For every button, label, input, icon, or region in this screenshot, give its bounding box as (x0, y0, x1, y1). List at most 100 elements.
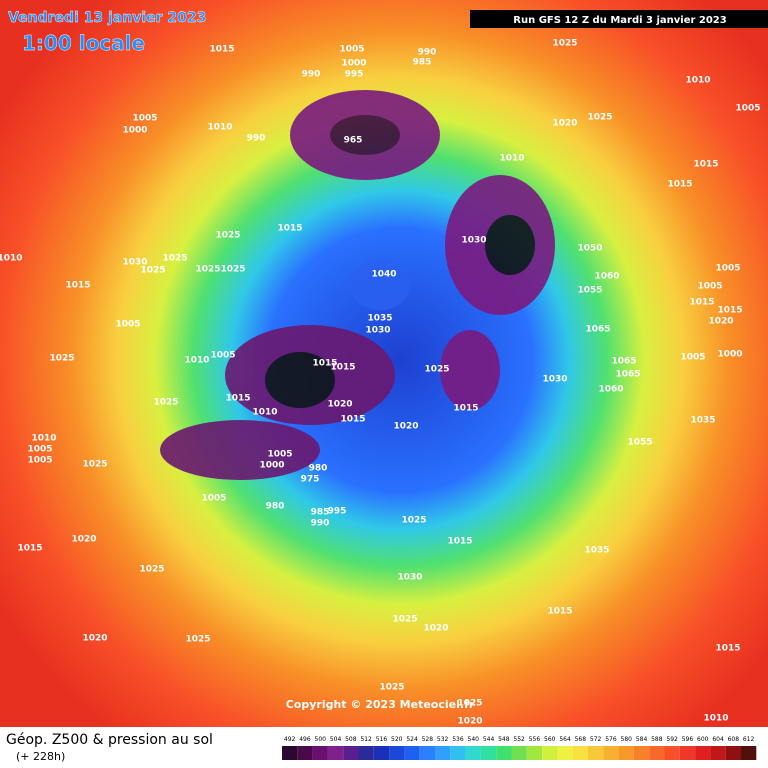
colorbar-tick-label: 608 (728, 736, 740, 743)
colorbar-swatch (419, 746, 435, 760)
isobar-label: 1020 (457, 717, 482, 727)
colorbar-tick-label: 560 (544, 736, 556, 743)
isobar-label: 1005 (115, 320, 140, 330)
colorbar-tick-label: 504 (330, 736, 342, 743)
colorbar-swatch (297, 746, 313, 760)
isobar-label: 1005 (210, 351, 235, 361)
isobar-label: 1025 (587, 113, 612, 123)
isobar-label: 1015 (717, 306, 742, 316)
colorbar-tick-label: 512 (360, 736, 372, 743)
colorbar-swatch (389, 746, 405, 760)
isobar-label: 1030 (461, 236, 486, 246)
isobar-label: 1010 (252, 408, 277, 418)
isobar-label: 1005 (267, 450, 292, 460)
colorbar-swatch (710, 746, 726, 760)
isobar-label: 1015 (715, 644, 740, 654)
colorbar-tick-label: 600 (697, 736, 709, 743)
isobar-label: 1025 (424, 365, 449, 375)
isobar-label: 1015 (340, 415, 365, 425)
colorbar-tick-label: 592 (666, 736, 678, 743)
colorbar-swatch (327, 746, 344, 760)
isobar-label: 1030 (397, 573, 422, 583)
isobar-label: 1025 (185, 635, 210, 645)
colorbar-tick-label: 492 (284, 736, 296, 743)
isobar-label: 985 (311, 508, 330, 518)
colorbar-swatch (465, 746, 481, 760)
isobar-label: 1025 (140, 266, 165, 276)
isobar-label: 1010 (685, 76, 710, 86)
isobar-label: 980 (309, 464, 328, 474)
isobar-label: 1065 (611, 357, 636, 367)
isobar-label: 1065 (585, 325, 610, 335)
isobar-label: 1055 (627, 438, 652, 448)
isobar-label: 1000 (259, 461, 284, 471)
isobar-label: 1005 (27, 445, 52, 455)
colorbar-swatch (526, 746, 543, 760)
isobar-label: 1025 (220, 265, 245, 275)
isobar-label: 1015 (277, 224, 302, 234)
isobar-label: 1010 (31, 434, 56, 444)
isobar-label: 1015 (312, 359, 337, 369)
colorbar-swatch (725, 746, 741, 760)
isobar-label: 975 (301, 475, 320, 485)
isobar-label: 1005 (680, 353, 705, 363)
isobar-label: 1025 (195, 265, 220, 275)
colorbar-tick-label: 576 (605, 736, 617, 743)
isobar-label: 1005 (715, 264, 740, 274)
isobar-label: 1015 (209, 45, 234, 55)
isobar-label: 1020 (327, 400, 352, 410)
isobar-label: 1060 (598, 385, 623, 395)
colorbar-swatch (633, 746, 650, 760)
run-box (470, 10, 768, 28)
colorbar-tick-label: 604 (712, 736, 724, 743)
forecast-step: (+ 228h) (16, 750, 65, 763)
isobar-label: 1015 (17, 544, 42, 554)
isobar-label: 1010 (184, 356, 209, 366)
isobar-label: 1000 (122, 126, 147, 136)
colorbar-tick-label: 612 (743, 736, 755, 743)
colorbar-tick-label: 532 (437, 736, 449, 743)
colorbar-swatch (679, 746, 696, 760)
isobar-label: 1015 (65, 281, 90, 291)
colorbar-swatch (343, 746, 359, 760)
colorbar-tick-label: 508 (345, 736, 357, 743)
isobar-label: 990 (302, 70, 321, 80)
isobar-label: 1020 (423, 624, 448, 634)
isobar-label: 1005 (201, 494, 226, 504)
isobar-label: 1015 (225, 394, 250, 404)
isobar-label: 1040 (371, 270, 396, 280)
colorbar-swatch (435, 746, 451, 760)
colorbar-tick-label: 596 (682, 736, 694, 743)
colorbar-tick-label: 524 (406, 736, 418, 743)
isobar-label: 1015 (693, 160, 718, 170)
isobar-label: 1015 (447, 537, 472, 547)
local-time: 1:00 locale (22, 31, 145, 55)
isobar-label: 1025 (153, 398, 178, 408)
colorbar-tick-label: 536 (452, 736, 464, 743)
isobar-label: 1025 (379, 683, 404, 693)
isobar-label: 1005 (27, 456, 52, 466)
isobar-label: 1035 (584, 546, 609, 556)
colorbar-swatch (695, 746, 711, 760)
isobar-label: 1010 (0, 254, 23, 264)
isobar-label: 1025 (552, 39, 577, 49)
isobar-label: 1025 (392, 615, 417, 625)
isobar-label: 1025 (215, 231, 240, 241)
isobar-label: 1025 (139, 565, 164, 575)
colorbar-tick-label: 584 (636, 736, 648, 743)
colorbar-tick-label: 528 (422, 736, 434, 743)
colorbar-swatch (664, 746, 680, 760)
isobar-label: 965 (344, 136, 363, 146)
troughs (160, 90, 555, 480)
isobar-label: 1020 (71, 535, 96, 545)
colorbar-swatch (557, 746, 573, 760)
isobar-label: 990 (311, 519, 330, 529)
isobar-label: 1025 (162, 254, 187, 264)
isobar-label: 1030 (122, 258, 147, 268)
isobar-label: 1065 (615, 370, 640, 380)
colorbar-swatch (404, 746, 420, 760)
isobar-label: 1010 (207, 123, 232, 133)
isobar-label: 1050 (577, 244, 602, 254)
isobar-label: 1020 (393, 422, 418, 432)
